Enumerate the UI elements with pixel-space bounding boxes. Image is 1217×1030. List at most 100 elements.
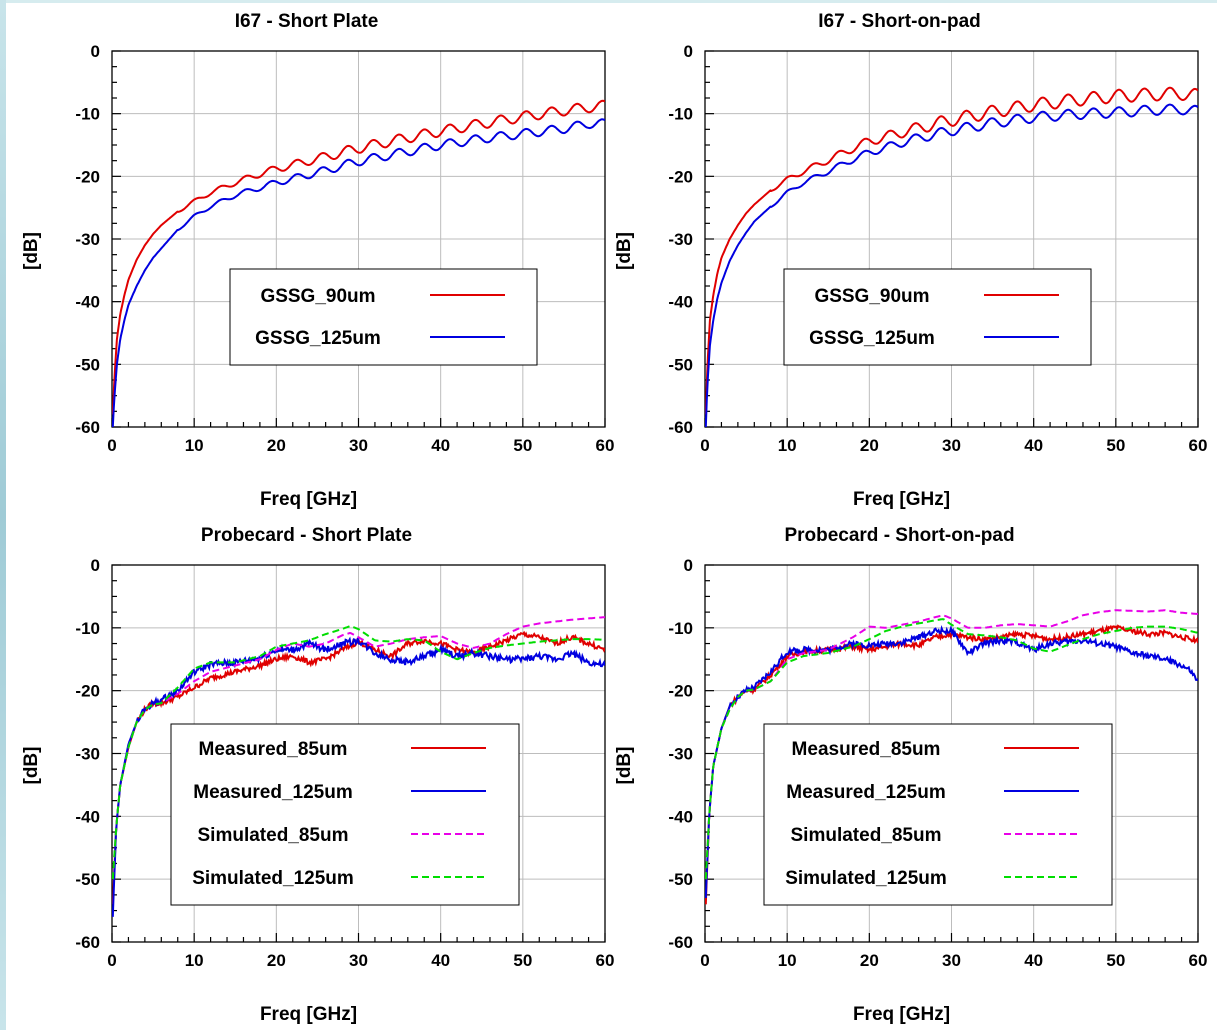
legend-label: GSSG_125um [809, 328, 935, 349]
y-tick-label: -20 [75, 682, 100, 701]
legend-label: Measured_125um [786, 782, 945, 803]
y-tick-label: -50 [668, 870, 693, 889]
legend-label: Measured_125um [193, 782, 352, 803]
x-tick-label: 50 [513, 436, 532, 455]
chart-title: Probecard - Short-on-pad [784, 525, 1014, 546]
legend-label: Measured_85um [792, 739, 941, 760]
x-tick-label: 40 [1024, 951, 1043, 970]
chart-panel-1: 0 10 20 30 40 50 60 0 -10 -20 -30 -40 -50 -60 I67 - Sh… [21, 11, 614, 510]
y-axis-label: [dB] [21, 747, 42, 785]
series-line-gssg-125um [112, 118, 605, 427]
x-tick-label: 30 [349, 951, 368, 970]
y-tick-label: -50 [75, 355, 100, 374]
x-tick-label: 20 [267, 951, 286, 970]
y-tick-label: -10 [668, 105, 693, 124]
y-tick-label: -50 [75, 870, 100, 889]
x-tick-label: 0 [700, 436, 709, 455]
series-line-gssg-90um [705, 86, 1198, 415]
x-tick-label: 50 [513, 951, 532, 970]
y-tick-label: -30 [75, 230, 100, 249]
x-tick-label: 20 [860, 436, 879, 455]
y-tick-label: -40 [668, 807, 693, 826]
series-line-measured-125um [112, 636, 605, 917]
x-tick-label: 30 [349, 436, 368, 455]
chart-panel-2: 0 10 20 30 40 50 60 0 -10 -20 -30 -40 -50 -60 I67 - Sh… [614, 11, 1207, 510]
chart-title: Probecard - Short Plate [201, 525, 412, 546]
legend-label: GSSG_90um [814, 286, 929, 307]
legend-label: GSSG_125um [255, 328, 381, 349]
series-line-simulated-85um [705, 609, 1198, 880]
x-tick-label: 0 [107, 951, 116, 970]
x-tick-label: 10 [778, 951, 797, 970]
x-tick-label: 10 [778, 436, 797, 455]
legend: GSSG_90um GSSG_125um [783, 268, 1092, 366]
legend-box [763, 723, 1113, 906]
y-tick-label: -40 [75, 807, 100, 826]
legend-label: Simulated_85um [198, 825, 349, 846]
series-line-simulated-125um [112, 625, 605, 880]
series-line-simulated-125um [705, 618, 1198, 880]
legend-label: Measured_85um [199, 739, 348, 760]
y-axis-label: [dB] [614, 747, 635, 785]
x-tick-label: 10 [185, 436, 204, 455]
y-tick-label: -20 [75, 167, 100, 186]
y-tick-label: 0 [91, 42, 100, 61]
x-axis-label: Freq [GHz] [260, 1004, 357, 1025]
y-tick-label: -60 [75, 933, 100, 952]
legend: GSSG_90um GSSG_125um [229, 268, 538, 366]
x-axis-label: Freq [GHz] [853, 489, 950, 510]
y-tick-label: -20 [668, 682, 693, 701]
x-tick-label: 60 [1189, 951, 1208, 970]
legend-label: GSSG_90um [260, 286, 375, 307]
left-edge [0, 0, 6, 1030]
y-tick-label: -20 [668, 167, 693, 186]
y-tick-label: -30 [668, 230, 693, 249]
legend-label: Simulated_85um [791, 825, 942, 846]
y-tick-label: -30 [75, 745, 100, 764]
legend-label: Simulated_125um [192, 868, 354, 889]
x-tick-label: 40 [1024, 436, 1043, 455]
y-tick-label: -10 [75, 619, 100, 638]
y-tick-label: -10 [668, 619, 693, 638]
legend-box [170, 723, 520, 906]
x-tick-label: 0 [107, 436, 116, 455]
y-tick-label: -60 [75, 418, 100, 437]
y-tick-label: 0 [91, 556, 100, 575]
x-tick-label: 60 [596, 436, 615, 455]
x-tick-label: 60 [596, 951, 615, 970]
y-tick-label: 0 [684, 556, 693, 575]
y-tick-label: -30 [668, 745, 693, 764]
x-tick-label: 40 [431, 436, 450, 455]
y-tick-label: -50 [668, 355, 693, 374]
x-tick-label: 40 [431, 951, 450, 970]
x-tick-label: 60 [1189, 436, 1208, 455]
y-tick-label: -10 [75, 105, 100, 124]
legend-label: Simulated_125um [785, 868, 947, 889]
x-tick-label: 10 [185, 951, 204, 970]
x-axis-label: Freq [GHz] [260, 489, 357, 510]
series-line-gssg-90um [112, 99, 605, 415]
chart-panel-4: 0 10 20 30 40 50 60 0 -10 -20 -30 -40 -50 -60 Probecar… [614, 525, 1207, 1025]
legend-box [229, 268, 538, 366]
y-tick-label: -40 [668, 293, 693, 312]
x-tick-label: 0 [700, 951, 709, 970]
series-line-simulated-85um [112, 616, 605, 880]
x-tick-label: 30 [942, 951, 961, 970]
chart-title: I67 - Short-on-pad [818, 11, 981, 32]
x-tick-label: 20 [860, 951, 879, 970]
x-tick-label: 50 [1106, 436, 1125, 455]
series-line-measured-125um [705, 624, 1198, 899]
series-line-gssg-125um [705, 103, 1198, 427]
chart-title: I67 - Short Plate [235, 11, 379, 32]
legend-box [783, 268, 1092, 366]
x-tick-label: 20 [267, 436, 286, 455]
x-tick-label: 50 [1106, 951, 1125, 970]
y-tick-label: -60 [668, 418, 693, 437]
y-axis-label: [dB] [21, 232, 42, 270]
x-axis-label: Freq [GHz] [853, 1004, 950, 1025]
y-tick-label: -60 [668, 933, 693, 952]
legend: Measured_85um Measured_125um Simulated_85u… [170, 723, 520, 906]
legend: Measured_85um Measured_125um Simulated_85u… [763, 723, 1113, 906]
top-edge [0, 0, 1217, 3]
